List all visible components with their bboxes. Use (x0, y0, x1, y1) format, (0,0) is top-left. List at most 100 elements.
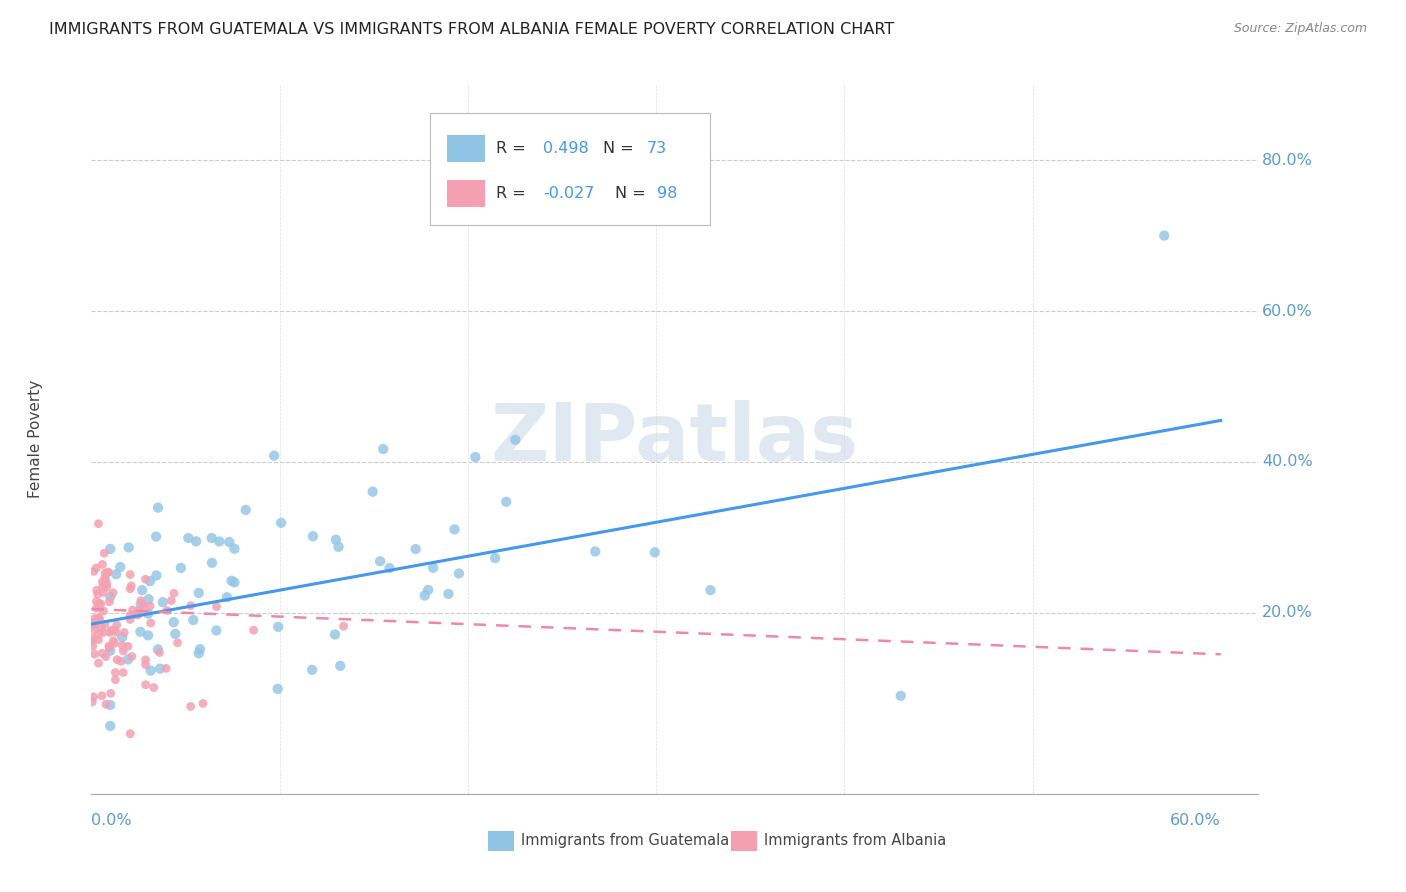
Point (163, 615, 186, 629)
Point (177, 531, 200, 545)
Text: 0.0%: 0.0% (91, 813, 132, 828)
Point (149, 662, 172, 676)
Point (148, 646, 170, 660)
Bar (447, 180, 485, 207)
Point (94, 698, 117, 712)
Text: 60.0%: 60.0% (1263, 303, 1313, 318)
Point (464, 450, 486, 464)
Point (378, 561, 401, 575)
Point (136, 628, 159, 642)
Point (221, 574, 243, 588)
Point (329, 658, 352, 673)
Point (93, 604, 115, 618)
Point (132, 599, 155, 613)
Point (215, 591, 238, 605)
Point (98, 541, 121, 556)
Point (112, 665, 135, 680)
Point (87, 597, 110, 611)
Point (136, 607, 159, 621)
Text: 20.0%: 20.0% (1263, 606, 1313, 620)
Point (124, 607, 146, 622)
Point (443, 522, 465, 536)
Point (91, 585, 114, 599)
Point (165, 627, 187, 641)
Point (110, 560, 132, 574)
Point (112, 644, 135, 658)
Point (121, 603, 143, 617)
Point (98, 625, 121, 640)
Point (83, 565, 105, 579)
Point (96, 577, 118, 591)
Text: IMMIGRANTS FROM GUATEMALA VS IMMIGRANTS FROM ALBANIA FEMALE POVERTY CORRELATION : IMMIGRANTS FROM GUATEMALA VS IMMIGRANTS … (49, 22, 894, 37)
Point (155, 661, 177, 675)
Text: 73: 73 (647, 141, 666, 156)
Point (84, 601, 107, 615)
Point (117, 652, 139, 666)
Point (156, 603, 179, 617)
Text: 60.0%: 60.0% (1170, 813, 1220, 828)
Point (117, 640, 139, 654)
Point (86, 583, 108, 598)
Point (361, 484, 384, 499)
Point (90, 689, 112, 703)
Point (270, 516, 292, 530)
Point (129, 598, 152, 612)
Point (332, 619, 354, 633)
Point (145, 530, 167, 544)
Point (139, 574, 162, 589)
Point (98, 590, 121, 604)
Point (103, 636, 125, 650)
Point (163, 586, 186, 600)
Point (87, 632, 110, 647)
Point (699, 583, 721, 598)
Point (135, 678, 157, 692)
Point (301, 663, 323, 677)
Point (422, 561, 444, 575)
Point (135, 653, 157, 667)
Point (181, 613, 204, 627)
Point (98, 595, 121, 609)
Point (120, 567, 142, 582)
Point (86, 594, 108, 608)
Point (87, 627, 110, 641)
Point (205, 599, 228, 614)
Point (84, 617, 107, 632)
Point (484, 551, 506, 566)
Point (120, 582, 142, 596)
Point (112, 625, 135, 640)
Point (418, 582, 440, 597)
Point (129, 624, 152, 639)
Point (98, 698, 121, 712)
Point (105, 618, 128, 632)
Point (91, 558, 114, 572)
Point (100, 686, 122, 700)
Point (91, 625, 114, 640)
Point (235, 503, 257, 517)
Point (129, 593, 152, 607)
Text: Immigrants from Guatemala: Immigrants from Guatemala (520, 833, 730, 848)
Point (138, 592, 160, 607)
Point (121, 649, 143, 664)
Point (263, 449, 285, 463)
Point (83, 611, 105, 625)
Point (325, 533, 347, 547)
Point (447, 566, 470, 581)
Point (91, 580, 114, 594)
Text: 40.0%: 40.0% (1263, 454, 1313, 469)
Point (128, 603, 150, 617)
Point (98, 640, 121, 655)
Point (82, 639, 104, 653)
Point (100, 624, 122, 638)
Point (180, 699, 202, 714)
Point (93, 546, 115, 560)
Point (87, 656, 110, 670)
FancyBboxPatch shape (430, 113, 710, 225)
Point (97, 565, 120, 579)
Text: R =: R = (496, 186, 531, 201)
Point (1153, 228, 1175, 243)
Point (105, 653, 128, 667)
Text: -0.027: -0.027 (543, 186, 595, 201)
Point (91, 646, 114, 660)
Point (437, 587, 460, 601)
Point (505, 433, 527, 447)
